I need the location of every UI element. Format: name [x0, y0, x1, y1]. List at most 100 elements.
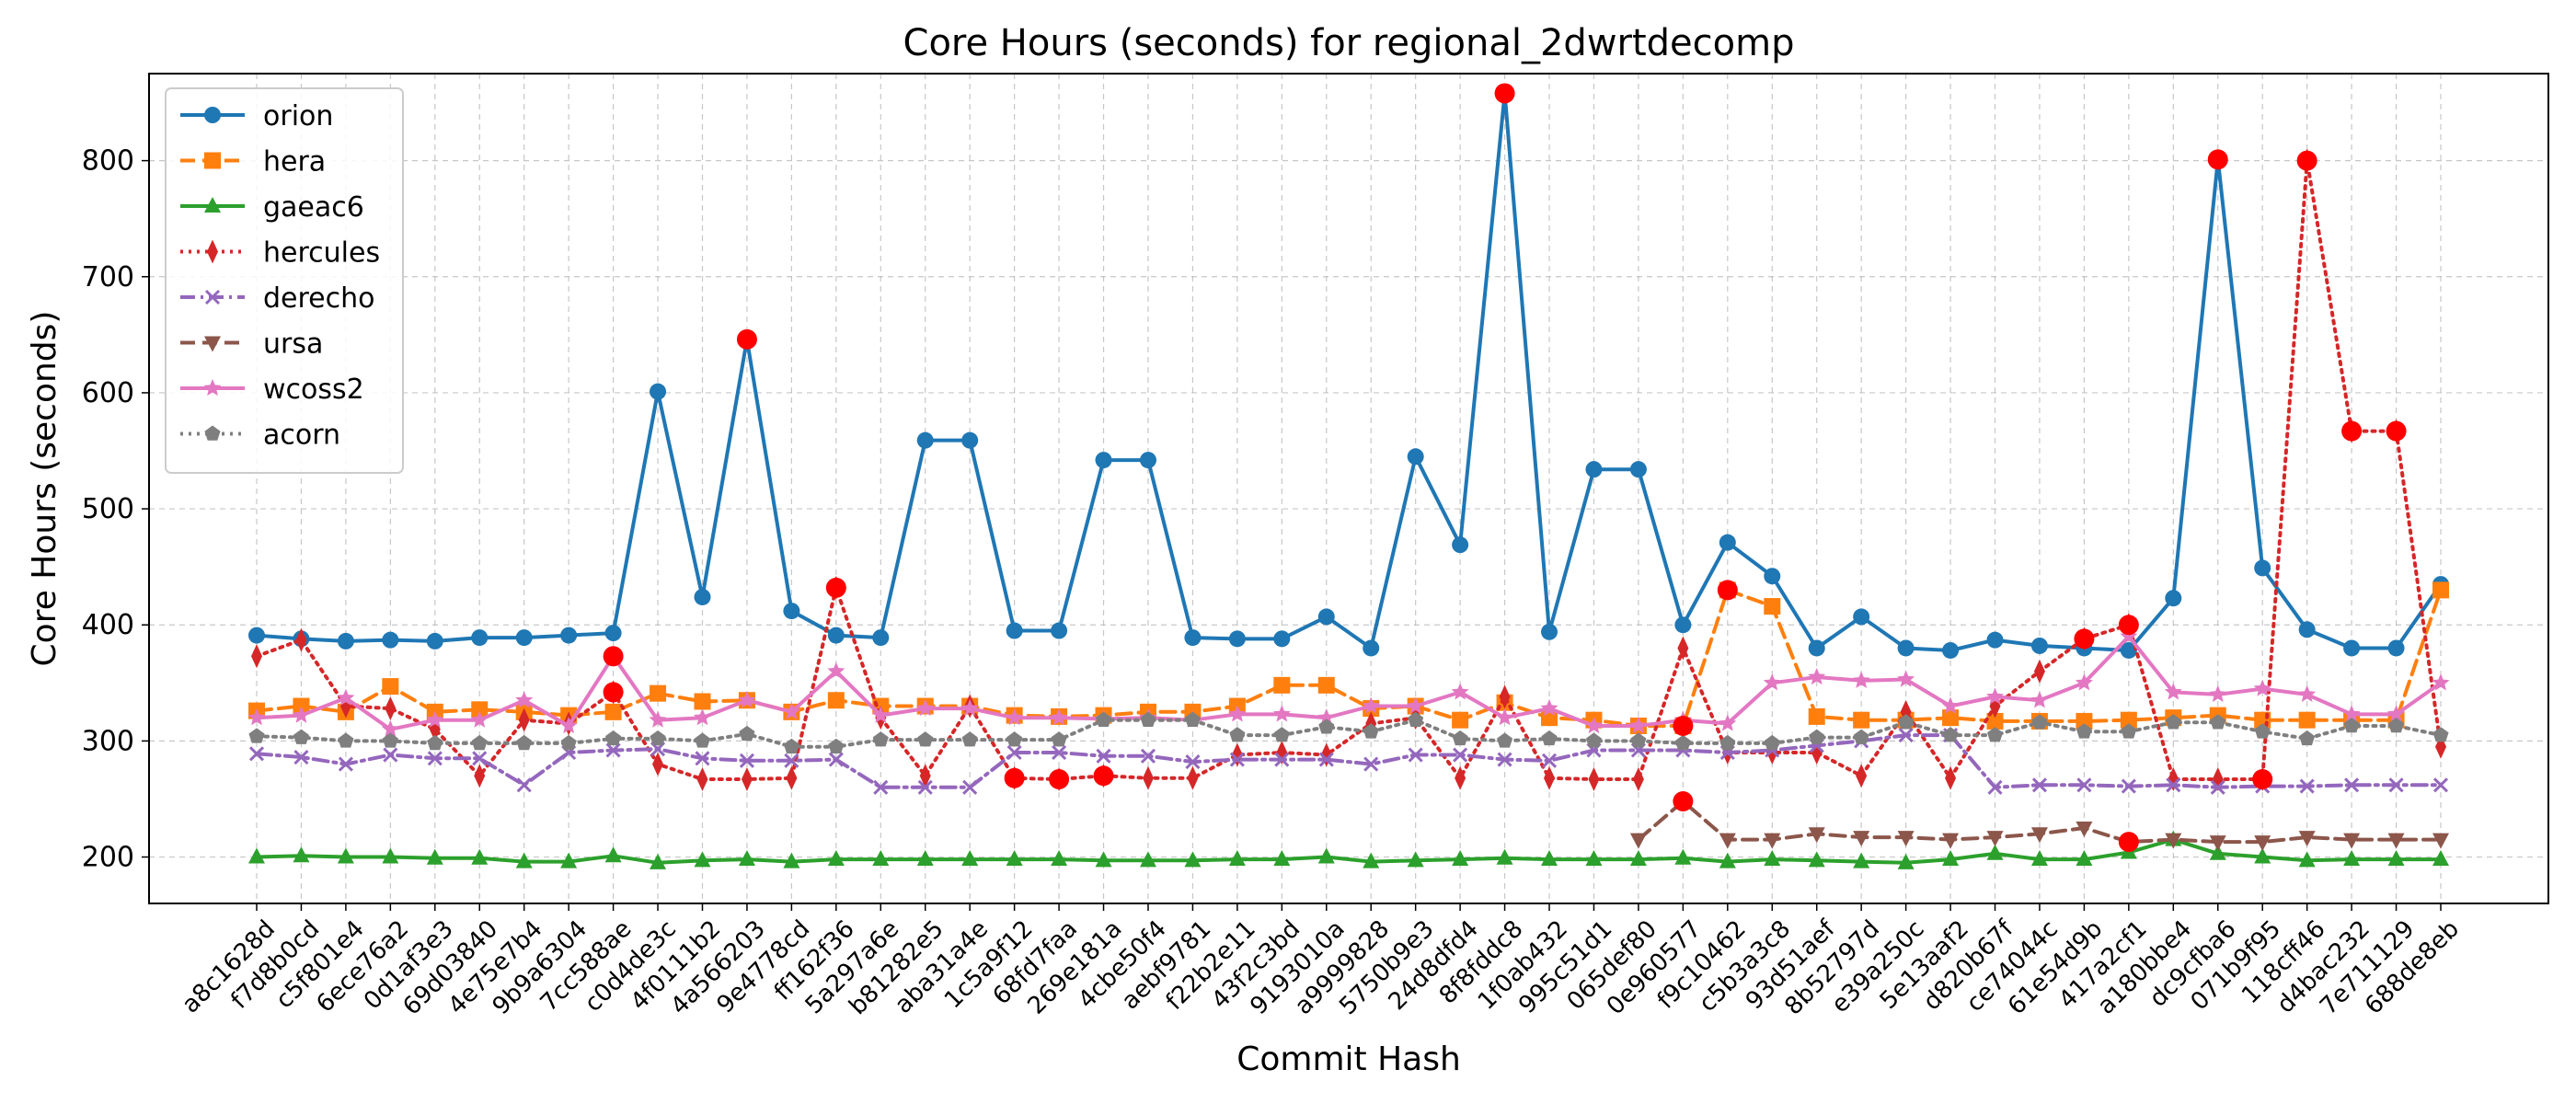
data-point-gaeac6 — [2432, 850, 2449, 867]
y-axis-label: Core Hours (seconds) — [26, 311, 63, 667]
data-point-ursa — [1764, 833, 1781, 849]
data-point-acorn — [516, 734, 533, 751]
legend-label: acorn — [263, 420, 340, 452]
data-point-derecho — [1898, 728, 1914, 743]
data-point-acorn — [2121, 723, 2137, 739]
data-point-ursa — [1629, 833, 1647, 849]
data-point-orion — [2343, 639, 2361, 657]
legend-label: orion — [263, 100, 333, 132]
data-point-gaeac6 — [1095, 851, 1112, 868]
data-point-hera — [827, 692, 845, 709]
legend-label: ursa — [263, 328, 323, 361]
data-point-orion — [337, 632, 354, 650]
data-point-derecho — [1274, 752, 1290, 767]
data-point-hera — [1317, 676, 1335, 694]
data-point-derecho — [1096, 748, 1111, 764]
data-point-acorn — [872, 731, 889, 747]
outlier-marker-hera — [1673, 715, 1694, 736]
data-point-acorn — [1585, 732, 1603, 748]
data-point-hercules — [385, 696, 397, 721]
data-point-wcoss2 — [559, 716, 578, 734]
data-point-hercules — [2033, 659, 2045, 684]
legend-marker — [204, 152, 221, 169]
series-line-wcoss2 — [255, 634, 2443, 731]
data-point-acorn — [961, 731, 978, 747]
data-point-wcoss2 — [1763, 673, 1781, 691]
outlier-marker-hercules — [1093, 765, 1114, 787]
data-point-orion — [1228, 630, 1246, 648]
data-point-acorn — [560, 734, 577, 751]
data-point-acorn — [2343, 717, 2360, 733]
data-point-gaeac6 — [1051, 850, 1068, 867]
data-point-derecho — [1052, 744, 1067, 761]
outlier-marker-hercules — [825, 577, 846, 598]
data-point-wcoss2 — [1852, 671, 1870, 688]
data-point-derecho — [2121, 778, 2136, 794]
outlier-marker-hercules — [1049, 769, 1070, 790]
data-point-gaeac6 — [471, 848, 489, 865]
data-point-orion — [560, 627, 578, 644]
data-point-derecho — [1185, 754, 1201, 770]
data-point-acorn — [1363, 723, 1379, 739]
data-point-gaeac6 — [1764, 850, 1781, 867]
data-point-gaeac6 — [2254, 847, 2271, 864]
data-point-hera — [382, 678, 399, 696]
data-point-derecho — [873, 779, 889, 795]
data-point-gaeac6 — [694, 851, 711, 868]
data-point-orion — [1006, 622, 1023, 639]
data-point-orion — [1853, 608, 1870, 626]
data-point-orion — [1139, 452, 1156, 469]
data-point-derecho — [516, 777, 532, 793]
data-point-gaeac6 — [1541, 850, 1558, 867]
outlier-marker-hercules — [2252, 769, 2273, 790]
data-point-orion — [1629, 461, 1647, 478]
data-point-orion — [916, 431, 934, 449]
legend-marker — [204, 107, 221, 123]
data-point-acorn — [1942, 727, 1959, 742]
data-point-gaeac6 — [1719, 852, 1736, 868]
data-point-derecho — [828, 752, 844, 767]
data-point-wcoss2 — [2432, 673, 2450, 691]
data-point-ursa — [1853, 831, 1870, 847]
data-point-acorn — [2210, 714, 2226, 730]
data-point-hera — [1764, 598, 1781, 615]
data-point-wcoss2 — [1808, 668, 1826, 685]
data-point-derecho — [2031, 777, 2048, 793]
data-point-gaeac6 — [2209, 844, 2226, 860]
data-point-gaeac6 — [1496, 848, 1513, 865]
data-point-wcoss2 — [426, 710, 444, 728]
data-point-orion — [2298, 621, 2316, 638]
y-tick-label: 600 — [82, 377, 134, 409]
data-point-wcoss2 — [1897, 670, 1915, 687]
data-point-derecho — [739, 753, 754, 768]
data-point-orion — [650, 383, 667, 400]
data-point-orion — [1585, 461, 1603, 478]
data-point-hercules — [741, 767, 753, 792]
data-point-acorn — [293, 729, 310, 744]
data-point-acorn — [694, 732, 711, 748]
data-point-gaeac6 — [604, 846, 622, 863]
data-point-acorn — [605, 730, 622, 746]
data-point-hera — [650, 684, 667, 702]
outlier-marker-wcoss2 — [603, 646, 624, 667]
data-point-gaeac6 — [872, 850, 890, 867]
data-point-ursa — [2298, 831, 2316, 847]
series-layer — [247, 85, 2450, 869]
series-line-hera — [255, 588, 2443, 728]
data-point-orion — [2254, 559, 2271, 577]
legend-item-hercules: hercules — [180, 237, 380, 270]
data-point-acorn — [1541, 730, 1558, 746]
data-point-wcoss2 — [381, 719, 399, 737]
data-point-orion — [1719, 534, 1736, 551]
data-point-acorn — [2299, 730, 2316, 746]
data-point-acorn — [1273, 727, 1290, 742]
data-point-wcoss2 — [1407, 696, 1425, 714]
data-point-wcoss2 — [1540, 699, 1558, 717]
data-point-hera — [1273, 676, 1291, 694]
data-point-acorn — [1809, 729, 1825, 744]
data-point-gaeac6 — [1452, 850, 1469, 867]
series-hercules — [251, 148, 2446, 792]
y-tick-label: 400 — [82, 609, 134, 641]
data-point-gaeac6 — [1228, 850, 1246, 867]
